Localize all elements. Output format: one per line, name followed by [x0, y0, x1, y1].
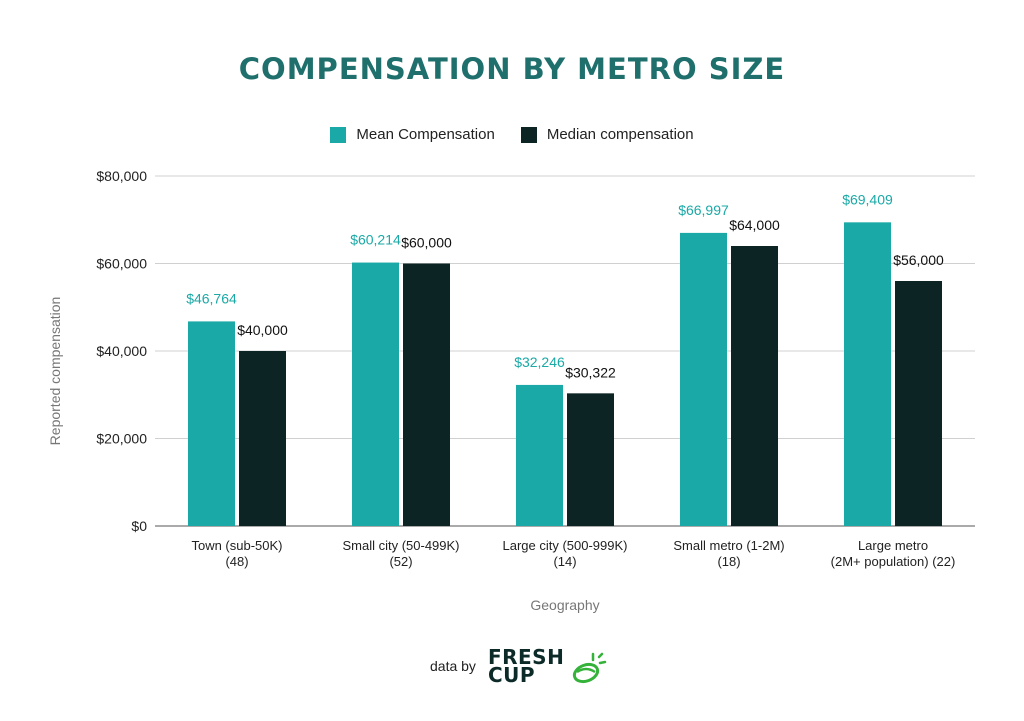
bar-mean	[844, 222, 891, 526]
logo-text: FRESH CUP	[487, 645, 565, 687]
legend-swatch-mean	[330, 126, 347, 143]
data-label-mean: $60,214	[350, 232, 401, 248]
bar-mean	[516, 384, 563, 526]
bar-median	[239, 351, 286, 526]
data-label-median: $56,000	[893, 252, 944, 268]
chart-title: COMPENSATION BY METRO SIZE	[238, 52, 786, 86]
bar-median	[895, 281, 942, 526]
y-tick-label: $80,000	[96, 168, 147, 184]
y-tick-label: $20,000	[96, 431, 147, 447]
bar-mean	[188, 321, 235, 526]
x-tick-label: Large city (500-999K)	[502, 538, 627, 553]
y-tick-label: $0	[131, 518, 147, 534]
bar-mean	[352, 262, 399, 526]
legend-label-mean: Mean Compensation	[356, 126, 495, 143]
x-tick-label: Small city (50-499K)	[342, 538, 459, 553]
x-tick-label: Small metro (1-2M)	[673, 538, 784, 553]
legend-item-mean: Mean Compensation	[330, 126, 495, 143]
data-label-mean: $69,409	[842, 191, 893, 207]
cup-icon	[573, 652, 607, 684]
x-tick-label: Town (sub-50K)	[191, 538, 282, 553]
data-label-mean: $32,246	[514, 354, 565, 370]
legend-swatch-median	[520, 126, 537, 143]
x-tick-label: (48)	[225, 554, 248, 569]
data-by-label: data by	[430, 658, 476, 674]
x-tick-label: (2M+ population) (22)	[831, 554, 956, 569]
data-label-median: $30,322	[565, 364, 616, 380]
x-tick-label: (18)	[717, 554, 740, 569]
data-label-median: $64,000	[729, 217, 780, 233]
bar-median	[567, 393, 614, 526]
bar-mean	[680, 232, 727, 526]
x-tick-label: (14)	[553, 554, 576, 569]
logo-line-2: CUP	[487, 663, 536, 687]
data-label-median: $40,000	[237, 322, 288, 338]
data-label-median: $60,000	[401, 235, 452, 251]
y-axis-title: Reported compensation	[47, 297, 63, 446]
logo-line-1: FRESH	[487, 645, 565, 669]
y-tick-label: $60,000	[96, 256, 147, 272]
bar-median	[731, 246, 778, 526]
x-tick-label: (52)	[389, 554, 412, 569]
x-axis-title: Geography	[530, 597, 599, 613]
fresh-cup-logo: FRESH CUP	[488, 646, 608, 686]
x-tick-label: Large metro	[858, 538, 928, 553]
bar-median	[403, 263, 450, 526]
data-label-mean: $66,997	[678, 202, 729, 218]
data-label-mean: $46,764	[186, 290, 237, 306]
legend-item-median: Median compensation	[520, 126, 694, 143]
footer: data by FRESH CUP	[430, 646, 608, 686]
legend-label-median: Median compensation	[546, 126, 694, 143]
legend: Mean Compensation Median compensation	[0, 126, 1024, 143]
y-tick-label: $40,000	[96, 343, 147, 359]
